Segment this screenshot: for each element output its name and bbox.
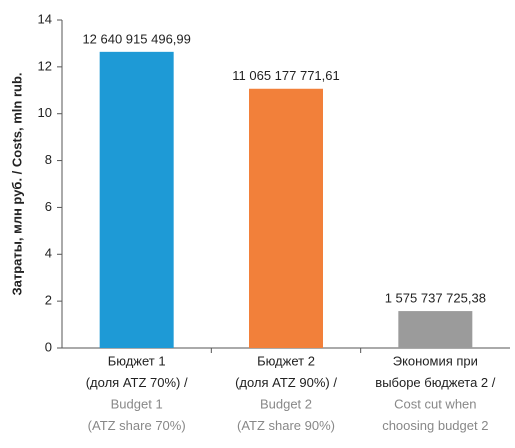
y-tick-label: 14 [38, 11, 52, 26]
y-tick-label: 4 [45, 246, 52, 261]
y-tick-label: 6 [45, 199, 52, 214]
x-tick-label: (ATZ share 70%) [88, 418, 186, 433]
x-tick-label: Бюджет 1 [108, 353, 166, 368]
value-label: 11 065 177 771,61 [232, 68, 339, 83]
x-tick-label: Budget 2 [260, 396, 312, 411]
x-tick-label: Cost cut when [394, 396, 476, 411]
x-tick-label: Экономия при [393, 353, 478, 368]
x-tick-label: выборе бюджета 2 / [375, 375, 495, 390]
bar [249, 88, 323, 348]
x-tick-label: (ATZ share 90%) [237, 418, 335, 433]
y-tick-label: 2 [45, 293, 52, 308]
bar [398, 311, 473, 348]
value-label: 1 575 737 725,38 [385, 291, 486, 306]
y-tick-label: 12 [38, 58, 52, 73]
x-tick-label: Бюджет 2 [257, 353, 315, 368]
value-label: 12 640 915 496,99 [82, 31, 190, 46]
bar [99, 51, 174, 349]
x-tick-label: choosing budget 2 [382, 418, 488, 433]
y-tick-label: 8 [45, 152, 52, 167]
y-tick-label: 10 [38, 105, 52, 120]
x-tick-label: Budget 1 [111, 396, 163, 411]
y-axis-label: Затраты, млн руб. / Costs, mln rub. [9, 72, 24, 295]
y-tick-label: 0 [45, 339, 52, 354]
x-tick-label: (доля ATZ 70%) / [86, 375, 188, 390]
x-tick-label: (доля ATZ 90%) / [235, 375, 337, 390]
